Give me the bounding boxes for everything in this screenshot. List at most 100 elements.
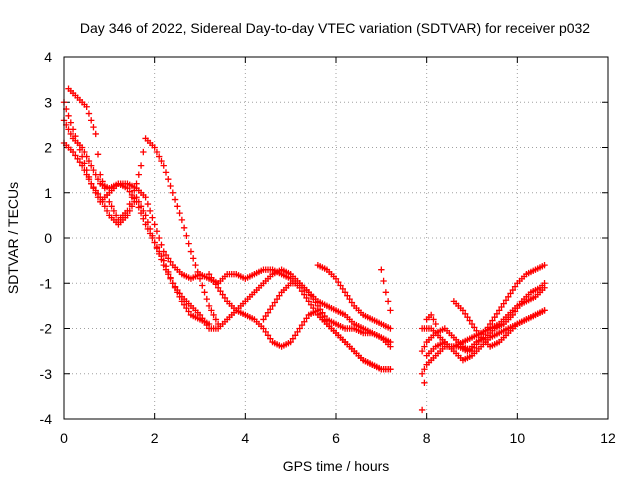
data-point xyxy=(135,171,142,178)
data-point xyxy=(140,207,147,215)
data-point xyxy=(387,307,394,314)
data-point xyxy=(65,112,72,120)
data-point xyxy=(133,194,140,201)
data-point xyxy=(190,255,197,262)
data-point xyxy=(167,275,174,282)
data-point xyxy=(85,110,93,117)
data-point xyxy=(151,144,158,151)
data-point xyxy=(260,325,267,332)
data-point xyxy=(183,232,190,239)
data-point xyxy=(67,130,74,138)
data-point xyxy=(140,215,147,222)
data-point xyxy=(475,330,482,338)
data-point xyxy=(208,274,215,281)
data-point xyxy=(162,251,170,259)
data-point xyxy=(180,224,188,232)
data-point xyxy=(110,207,118,215)
series-track-8 xyxy=(378,266,394,314)
data-point xyxy=(124,212,131,219)
data-point xyxy=(201,289,208,296)
series-track-13 xyxy=(450,298,548,350)
data-point xyxy=(97,194,104,201)
data-point xyxy=(212,281,220,288)
data-point xyxy=(196,311,204,319)
y-tick-label: 4 xyxy=(44,49,52,65)
data-point xyxy=(316,310,324,317)
data-point xyxy=(289,335,297,342)
data-point xyxy=(276,292,283,299)
data-point xyxy=(217,287,224,295)
data-point xyxy=(430,316,437,323)
data-point xyxy=(165,175,172,183)
series-track-4 xyxy=(60,139,394,346)
data-point xyxy=(146,207,154,215)
data-point xyxy=(65,126,72,133)
data-point xyxy=(337,282,344,289)
data-point xyxy=(67,119,74,126)
x-tick-labels: 0 2 4 6 8 10 12 xyxy=(60,430,616,446)
data-point xyxy=(380,277,387,285)
data-point xyxy=(165,271,172,278)
data-point xyxy=(541,261,548,269)
data-point xyxy=(321,317,328,324)
series-track-2 xyxy=(65,85,222,328)
x-tick-label: 4 xyxy=(241,430,249,446)
data-point xyxy=(307,301,315,308)
data-point xyxy=(387,366,394,373)
data-point xyxy=(267,335,274,342)
data-point xyxy=(78,144,86,151)
data-point xyxy=(192,261,199,269)
chart-title: Day 346 of 2022, Sidereal Day-to-day VTE… xyxy=(80,20,590,36)
x-tick-label: 0 xyxy=(60,430,68,446)
series-track-12 xyxy=(418,280,548,355)
data-point xyxy=(199,282,206,289)
x-axis-label: GPS time / hours xyxy=(283,458,390,474)
y-tick-label: -1 xyxy=(40,275,53,291)
y-axis-label: SDTVAR / TECUs xyxy=(5,182,21,294)
data-point xyxy=(83,103,90,110)
x-tick-label: 2 xyxy=(151,430,159,446)
data-point xyxy=(468,320,476,328)
data-point xyxy=(384,298,392,305)
series-track-14 xyxy=(423,311,439,328)
data-point xyxy=(298,321,306,329)
data-point xyxy=(262,312,269,320)
data-point xyxy=(74,155,81,163)
data-point xyxy=(387,343,394,350)
data-point xyxy=(319,313,326,321)
data-point xyxy=(221,294,229,302)
data-point xyxy=(466,317,473,324)
data-point xyxy=(201,318,208,325)
data-point xyxy=(509,311,516,319)
data-point xyxy=(137,162,145,169)
data-point xyxy=(108,203,115,210)
data-point xyxy=(158,157,165,165)
data-point xyxy=(99,198,106,205)
data-point xyxy=(144,218,152,226)
data-point xyxy=(92,187,99,194)
data-point xyxy=(511,283,519,290)
data-point xyxy=(516,301,523,308)
data-point xyxy=(489,317,496,324)
data-point xyxy=(210,277,217,285)
data-point xyxy=(165,255,172,262)
data-point xyxy=(85,157,93,165)
data-point xyxy=(142,212,149,219)
x-tick-label: 10 xyxy=(510,430,526,446)
data-point xyxy=(287,338,294,346)
data-point xyxy=(137,203,145,210)
data-point xyxy=(298,287,306,295)
data-point xyxy=(178,216,186,224)
y-tick-label: 1 xyxy=(44,185,52,201)
data-point xyxy=(305,298,312,305)
data-point xyxy=(156,250,163,258)
x-tick-label: 8 xyxy=(423,430,431,446)
series-track-6 xyxy=(260,280,394,350)
data-point xyxy=(185,240,192,247)
data-point xyxy=(176,209,183,217)
data-point xyxy=(219,291,226,298)
data-point xyxy=(301,291,308,298)
data-point xyxy=(160,162,167,169)
x-tick-label: 6 xyxy=(332,430,340,446)
